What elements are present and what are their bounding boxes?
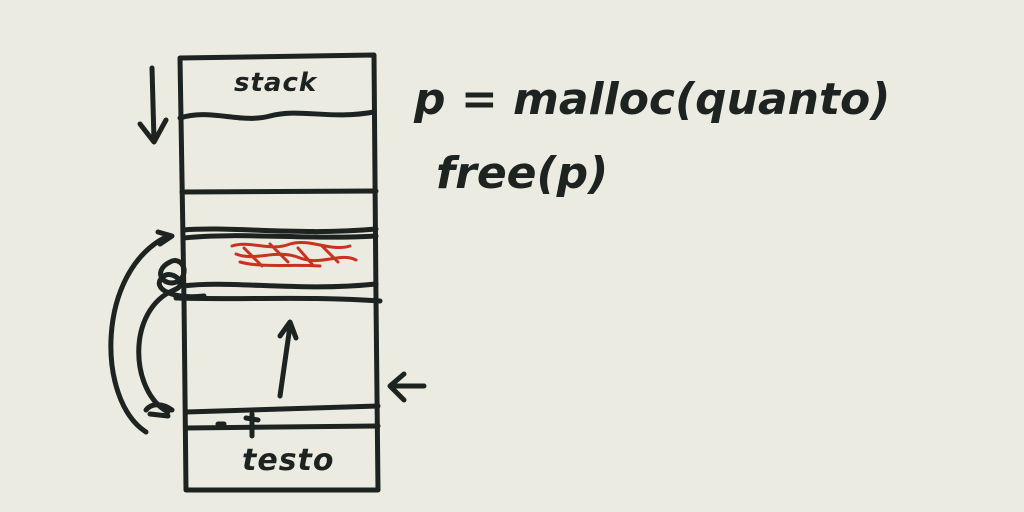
data-segment-top-line	[183, 403, 381, 415]
arrow-left-icon	[387, 371, 427, 403]
freed-block-highlight	[230, 241, 358, 268]
stack-segment-label: stack	[234, 68, 318, 98]
allocated-block-bottom-line	[180, 281, 379, 290]
allocated-block-top-line-2	[180, 233, 379, 241]
heap-top-line	[179, 188, 379, 195]
malloc-statement: p = malloc(quanto)	[414, 74, 891, 125]
heap-break-line	[173, 295, 383, 304]
data-segment-mid-line	[183, 423, 381, 431]
text-segment-label: testo	[242, 443, 335, 478]
stack-boundary-line	[177, 109, 377, 121]
arrow-down-icon	[137, 65, 169, 145]
curved-arrow-icon	[108, 229, 175, 435]
pointer-tail-mark	[143, 402, 175, 419]
pointer-loop-icon	[158, 258, 187, 286]
curved-arrow-icon-2	[136, 272, 207, 415]
allocated-block-top-line	[180, 226, 379, 235]
arrow-up-icon	[277, 319, 299, 399]
pointer-variable-mark	[215, 411, 261, 439]
free-statement: free(p)	[436, 148, 609, 199]
